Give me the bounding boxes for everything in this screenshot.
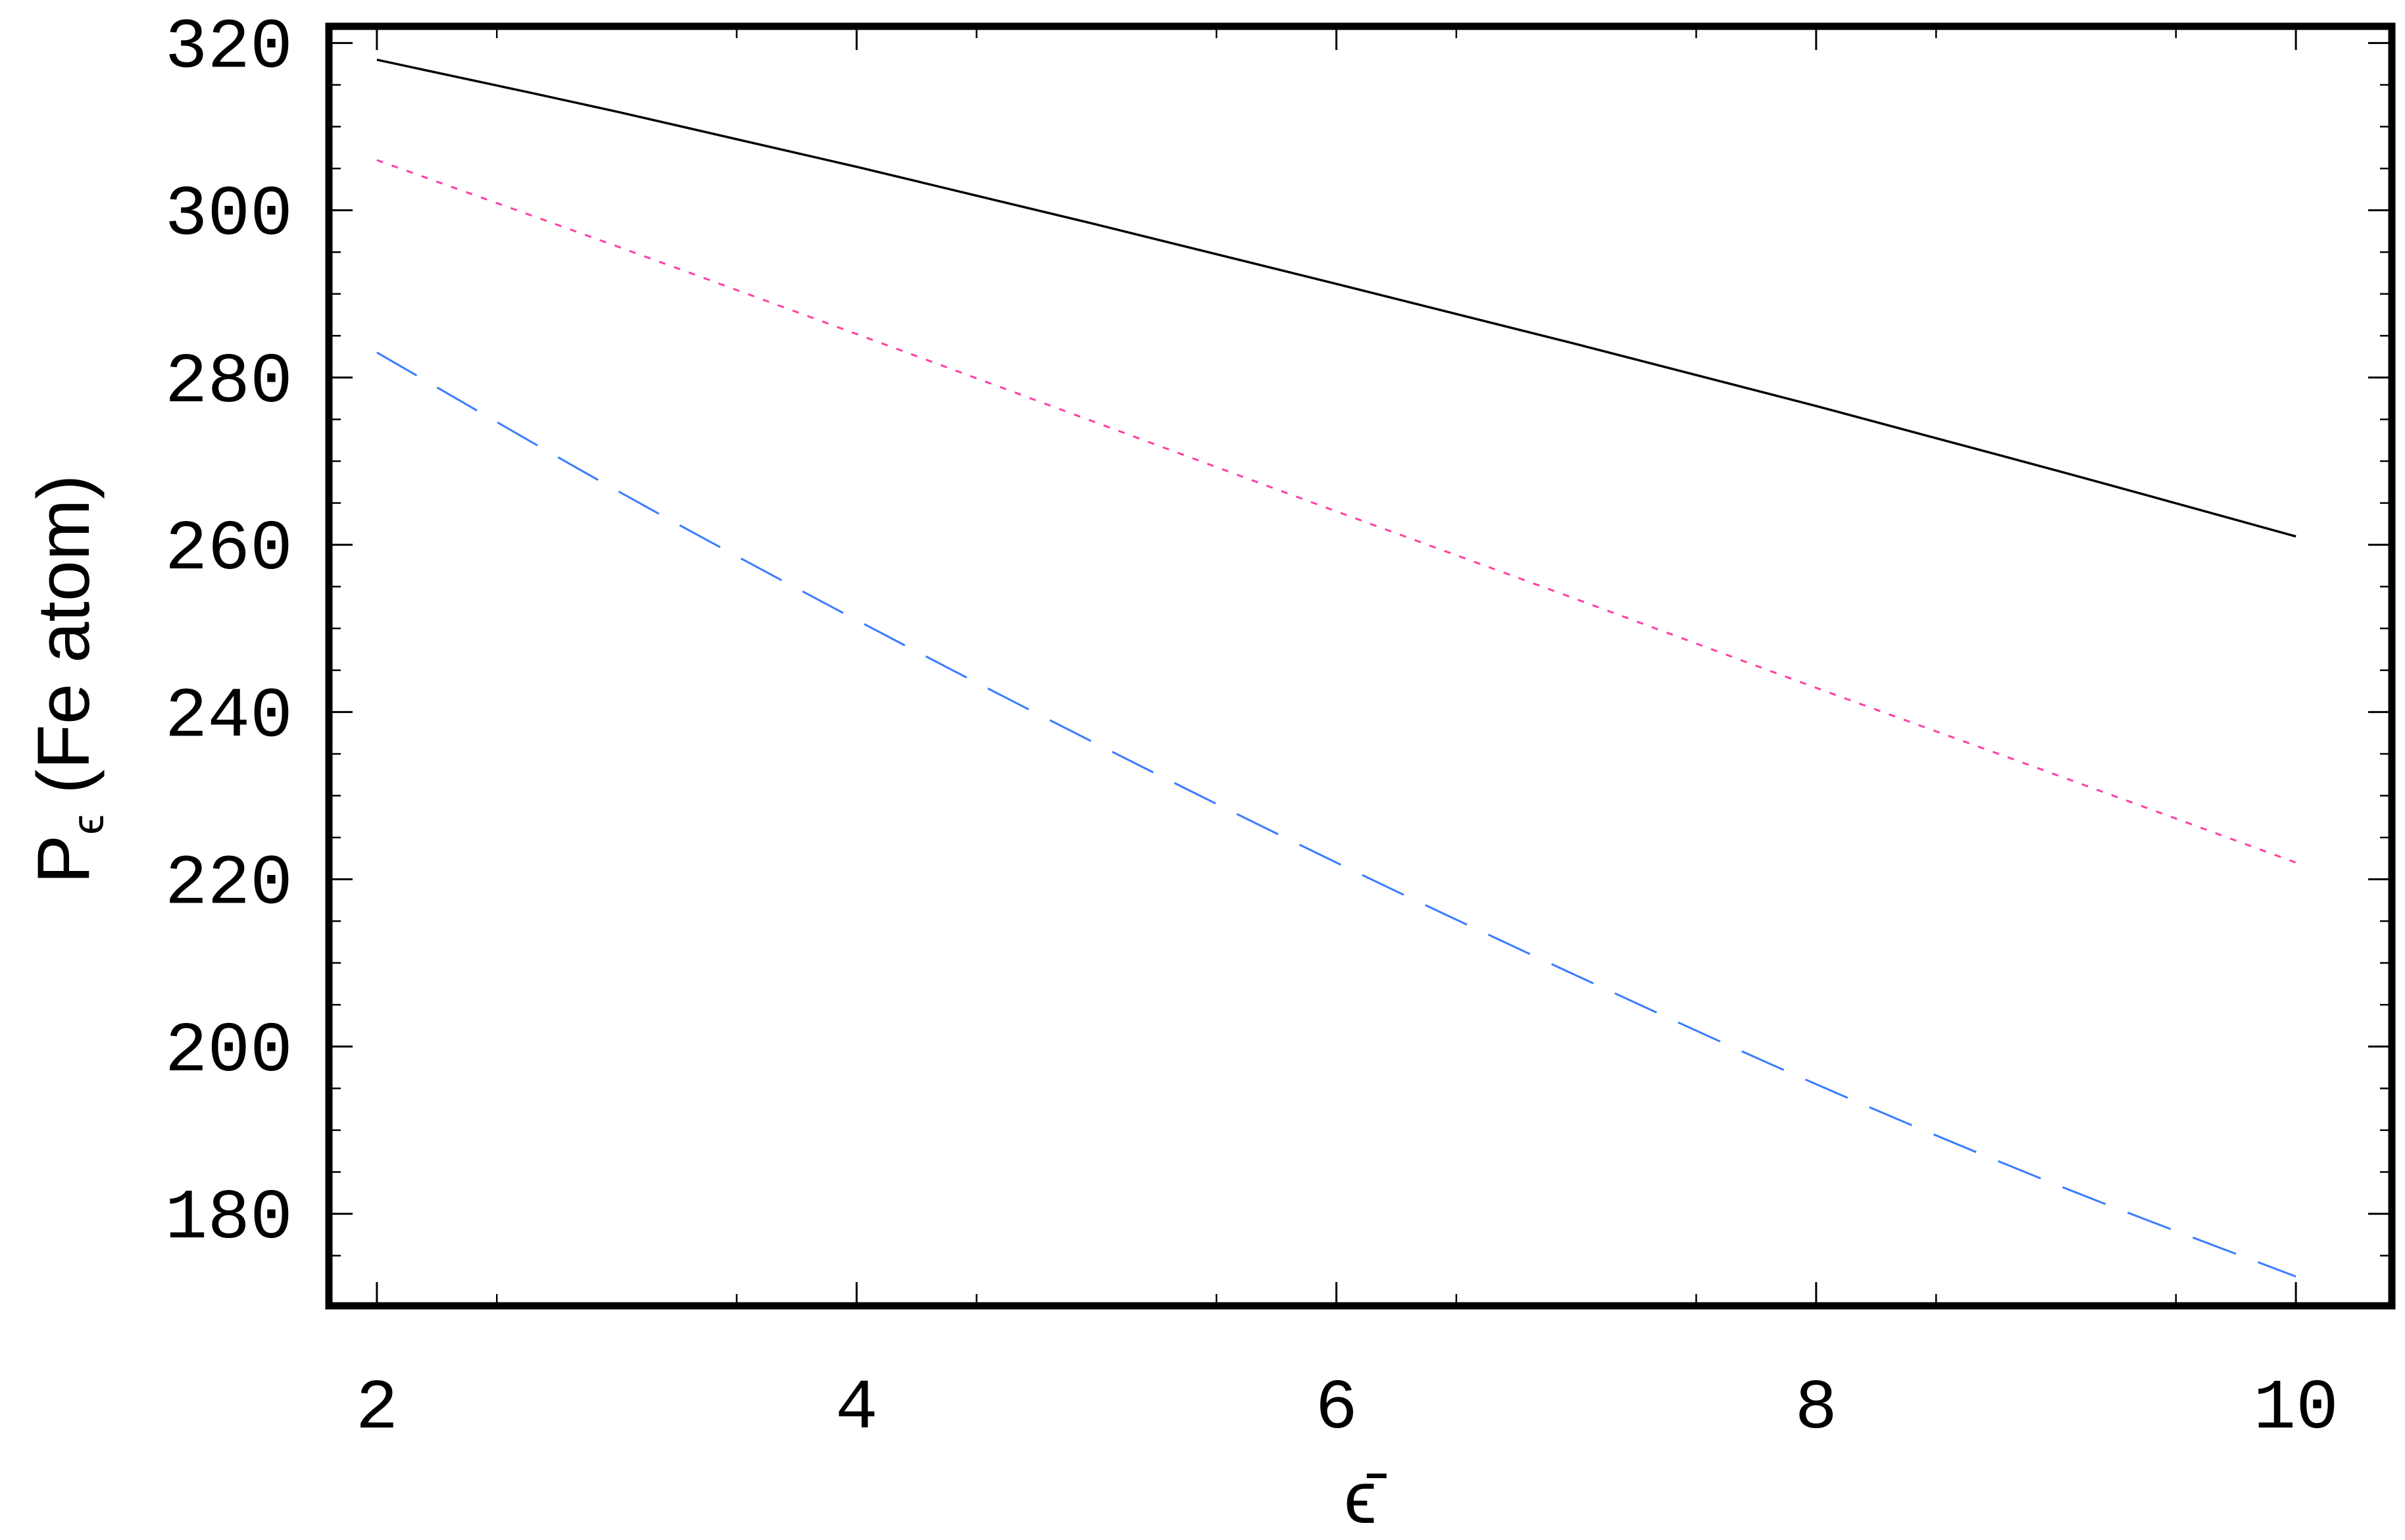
series-line-2	[376, 159, 2296, 864]
y-axis-title-subscript: ϵ	[62, 814, 113, 835]
y-axis-title-rest: (Fe atom)	[22, 474, 105, 814]
x-tick-label: 8	[1795, 1369, 1837, 1449]
x-tick-label: 6	[1315, 1369, 1358, 1449]
series-line-3	[376, 351, 2296, 1278]
x-axis-ticks: 2 4 6 8 10	[356, 26, 2339, 1449]
series-layer	[376, 59, 2296, 1278]
y-axis-title-group: Pϵ (Fe atom)	[22, 474, 113, 883]
y-tick-label: 280	[165, 343, 293, 423]
y-tick-label: 260	[165, 510, 293, 590]
y-axis-title-symbol: P	[22, 835, 105, 884]
plot-frame	[325, 22, 2396, 1310]
y-tick-label: 320	[165, 8, 293, 88]
series-line-1	[376, 59, 2296, 538]
y-axis-title: Pϵ (Fe atom)	[22, 474, 113, 883]
x-tick-label: 4	[835, 1369, 878, 1449]
y-tick-label: 200	[165, 1012, 293, 1092]
x-tick-label: 2	[356, 1369, 399, 1449]
y-tick-label: 180	[165, 1179, 293, 1259]
y-tick-label: 240	[165, 677, 293, 757]
y-axis-ticks: 180 200 220 240 260 280 300 320	[165, 8, 2392, 1259]
y-tick-label: 300	[165, 176, 293, 256]
y-tick-label: 220	[165, 845, 293, 925]
x-tick-label: 10	[2253, 1369, 2339, 1449]
